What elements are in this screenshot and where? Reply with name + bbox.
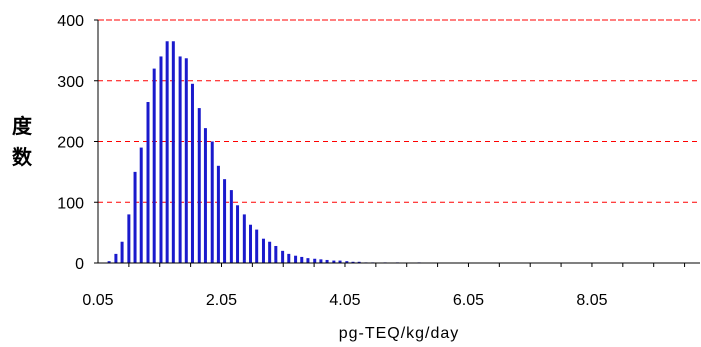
bar-28 (287, 253, 291, 263)
bar-7 (152, 68, 156, 263)
y-tick-label-0: 0 (75, 256, 84, 273)
x-tick-label-2: 4.05 (329, 292, 360, 309)
bars (107, 41, 421, 264)
bar-11 (178, 56, 182, 264)
bar-27 (281, 250, 285, 263)
x-axis-title: pg-TEQ/kg/day (339, 325, 460, 342)
bar-17 (216, 165, 220, 263)
bar-37 (345, 261, 349, 263)
bar-13 (190, 83, 194, 263)
bar-9 (165, 41, 169, 264)
bar-24 (261, 238, 265, 263)
bar-10 (171, 41, 175, 264)
bar-21 (242, 214, 246, 263)
x-tick-labels: 0.05 2.05 4.05 6.05 8.05 (82, 263, 686, 309)
bar-2 (120, 241, 124, 263)
y-tick-labels: 0 100 200 300 400 (57, 13, 98, 273)
bar-8 (159, 56, 163, 264)
bar-30 (300, 256, 304, 263)
y-tick-label-300: 300 (57, 74, 84, 91)
bar-36 (338, 260, 342, 263)
y-tick-label-200: 200 (57, 135, 84, 152)
x-tick-label-1: 2.05 (206, 292, 237, 309)
bar-38 (351, 261, 355, 263)
bar-0 (107, 261, 111, 263)
x-tick-label-0: 0.05 (82, 292, 113, 309)
y-axis-title-char-1: 度 (12, 114, 33, 138)
bar-23 (255, 229, 259, 263)
bar-22 (249, 224, 253, 263)
x-tick-label-4: 8.05 (576, 292, 607, 309)
bar-18 (223, 179, 227, 263)
bar-33 (319, 259, 323, 263)
bar-20 (236, 205, 240, 263)
bar-39 (357, 261, 361, 263)
bar-29 (294, 255, 298, 263)
bar-14 (197, 108, 201, 264)
bar-12 (184, 58, 188, 264)
bar-26 (274, 245, 278, 263)
bar-31 (306, 258, 310, 263)
bar-19 (229, 190, 233, 263)
bar-34 (325, 259, 329, 263)
bar-4 (133, 171, 137, 263)
bar-3 (127, 214, 131, 263)
bar-1 (114, 253, 118, 263)
y-tick-label-400: 400 (57, 13, 84, 30)
grid-lines (98, 19, 700, 203)
y-tick-label-100: 100 (57, 195, 84, 212)
bar-35 (332, 260, 336, 263)
bar-5 (139, 147, 143, 263)
bar-16 (210, 141, 214, 263)
bar-6 (146, 102, 150, 263)
bar-25 (268, 241, 272, 263)
bar-32 (313, 258, 317, 263)
bar-15 (203, 128, 207, 263)
y-axis-title-char-2: 数 (12, 145, 33, 169)
x-tick-label-3: 6.05 (453, 292, 484, 309)
